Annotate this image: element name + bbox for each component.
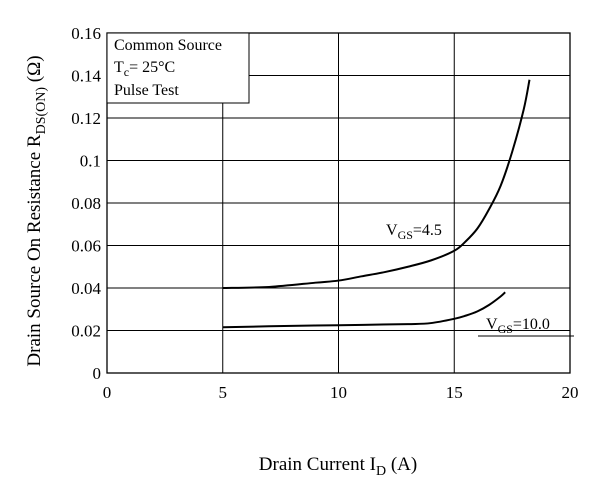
- y-tick-label: 0.04: [71, 279, 101, 298]
- curve-vgs-10-0: [222, 291, 506, 329]
- grid-lines: [107, 33, 570, 373]
- condition-pulse-test: Pulse Test: [114, 82, 179, 99]
- y-tick-label: 0.06: [71, 237, 101, 256]
- y-tick-label: 0.12: [71, 109, 101, 128]
- x-tick-label: 0: [103, 383, 112, 402]
- x-axis-ticks: 0 5 10 15 20: [103, 383, 579, 402]
- svg-text:VGS=4.5: VGS=4.5: [386, 222, 442, 242]
- y-tick-label: 0.14: [71, 67, 101, 86]
- x-tick-label: 10: [330, 383, 347, 402]
- x-tick-label: 5: [219, 383, 228, 402]
- conditions-box: Common Source Tc= 25°C Pulse Test: [106, 32, 250, 104]
- svg-text:VGS=10.0: VGS=10.0: [486, 316, 550, 336]
- y-tick-label: 0: [93, 364, 102, 383]
- y-axis-ticks: 0 0.02 0.04 0.06 0.08 0.1 0.12 0.14 0.16: [71, 24, 101, 383]
- condition-temperature: Tc= 25°C: [114, 59, 175, 79]
- curve-label-vgs-10-0: VGS=10.0: [478, 316, 574, 337]
- y-tick-label: 0.1: [80, 152, 101, 171]
- curve-label-vgs-4-5: VGS=4.5: [386, 222, 442, 242]
- curve-vgs-4-5: [222, 79, 531, 289]
- curves: [222, 79, 531, 329]
- conditions-box-border: [106, 32, 250, 104]
- condition-common-source: Common Source: [114, 37, 222, 54]
- y-axis-label: Drain Source On Resistance RDS(ON) (Ω): [24, 55, 49, 366]
- x-tick-label: 15: [446, 383, 463, 402]
- x-tick-label: 20: [562, 383, 579, 402]
- y-tick-label: 0.08: [71, 194, 101, 213]
- y-tick-label: 0.02: [71, 322, 101, 341]
- y-tick-label: 0.16: [71, 24, 101, 43]
- plot-frame: [106, 32, 571, 374]
- x-axis-label: Drain Current ID (A): [259, 454, 417, 479]
